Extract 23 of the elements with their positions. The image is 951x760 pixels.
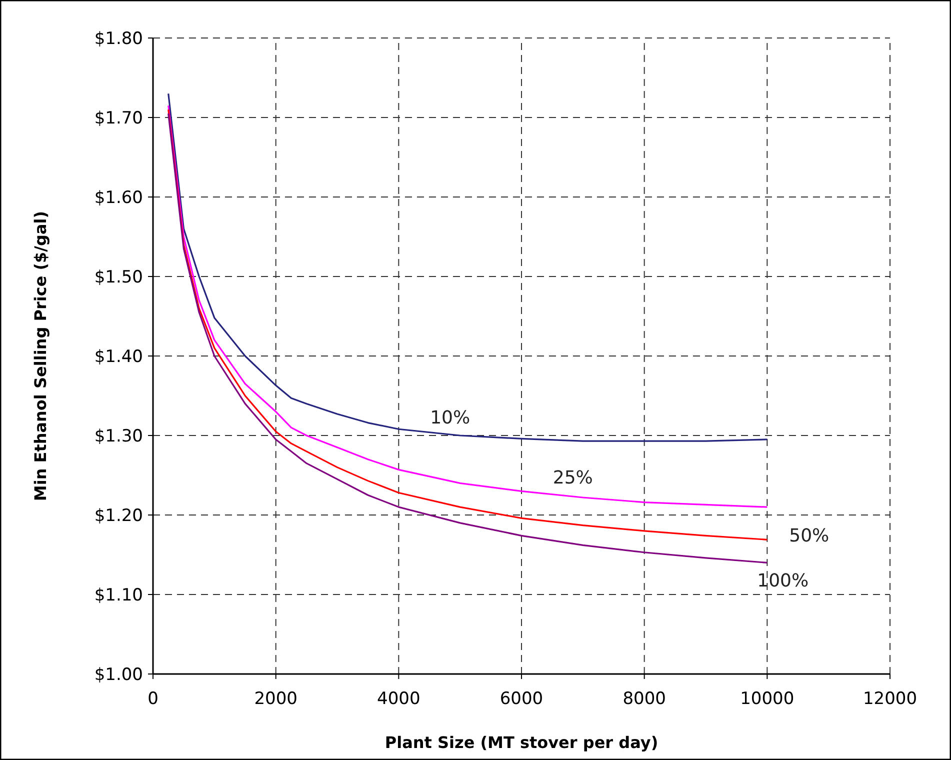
y-tick-label: $1.40	[94, 347, 143, 367]
x-tick-label: 12000	[862, 689, 918, 709]
y-tick-label: $1.70	[94, 108, 143, 128]
y-tick-label: $1.60	[94, 188, 143, 208]
series-label: 50%	[789, 526, 830, 547]
series-label: 10%	[430, 408, 470, 428]
series-label: 100%	[757, 570, 809, 592]
x-tick-label: 2000	[254, 689, 298, 709]
y-tick-label: $1.50	[94, 268, 143, 288]
x-axis-title: Plant Size (MT stover per day)	[384, 733, 658, 752]
x-tick-label: 8000	[622, 689, 666, 709]
y-tick-label: $1.20	[94, 506, 143, 526]
y-tick-label: $1.10	[94, 586, 143, 606]
x-tick-label: 0	[148, 689, 158, 709]
x-tick-label: 6000	[500, 689, 544, 709]
y-tick-label: $1.30	[94, 426, 143, 446]
y-axis-title: Min Ethanol Selling Price ($/gal)	[31, 210, 50, 502]
series-label: 25%	[552, 468, 593, 489]
x-tick-label: 10000	[740, 689, 794, 709]
y-tick-label: $1.80	[94, 29, 143, 49]
y-tick-label: $1.00	[94, 665, 143, 685]
line-series	[168, 92, 768, 442]
x-tick-label: 4000	[377, 689, 420, 709]
